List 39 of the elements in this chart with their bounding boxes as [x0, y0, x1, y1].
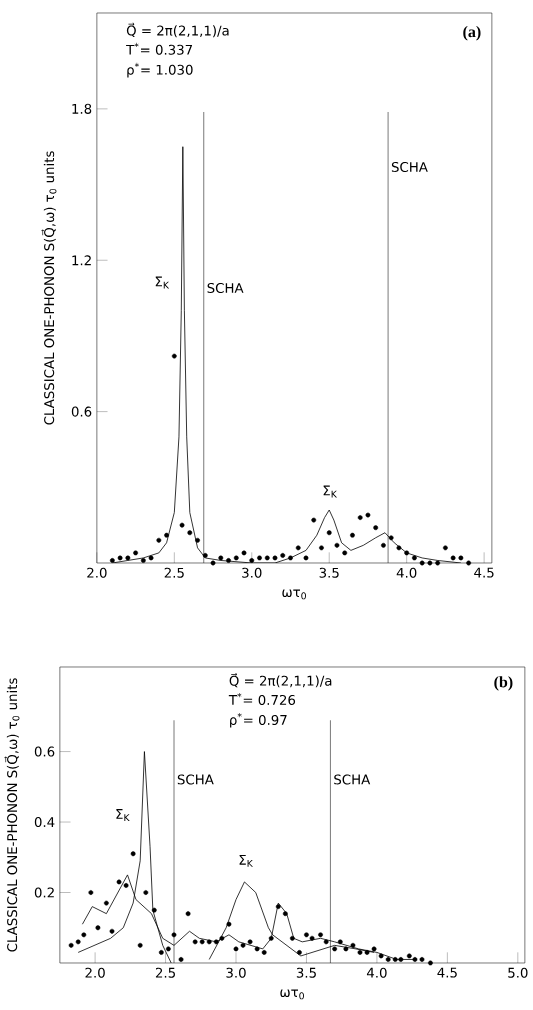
- annotation: ρ$^{*}$= 1.030: [127, 62, 193, 78]
- y-tick-label: 1.8: [72, 103, 92, 114]
- y-axis-title: CLASSICAL ONE-PHONON S(Q⃗,ω) τ$_{0}$ units: [4, 678, 20, 952]
- ref-line-label: SCHA: [391, 161, 428, 173]
- annotation: Σ$_{K}$: [155, 276, 170, 289]
- annotation: T$^{*}$= 0.337: [126, 42, 193, 55]
- x-tick-label: 2.0: [87, 567, 107, 578]
- text: (a): [463, 25, 481, 41]
- x-tick-label: 3.5: [319, 567, 339, 578]
- x-tick-label: 3.5: [296, 967, 316, 978]
- y-tick-label: 1.2: [72, 255, 91, 266]
- x-tick-label: 3.0: [226, 967, 246, 978]
- text: (b): [494, 676, 513, 691]
- ref-line-label: SCHA: [334, 774, 371, 785]
- ref-line-label: SCHA: [207, 282, 244, 294]
- ref-line-label: SCHA: [177, 774, 214, 785]
- annotation: Σ$_{K}$: [239, 854, 254, 867]
- x-tick-label: 4.0: [367, 967, 387, 978]
- annotation: Q⃗ = 2π(2,1,1)/a: [229, 673, 332, 688]
- y-tick-label: 0.2: [34, 887, 54, 898]
- x-tick-label: 5.0: [508, 967, 528, 978]
- x-tick-label: 2.0: [85, 967, 105, 978]
- annotation: Q⃗ = 2π(2,1,1)/a: [126, 22, 229, 38]
- x-axis-title: ωτ$_{0}$: [280, 989, 305, 1000]
- annotation: Σ$_{K}$: [116, 809, 130, 821]
- x-axis-title: ωτ$_{0}$: [282, 589, 307, 600]
- annotation: ρ$^{*}$= 0.97: [230, 713, 287, 728]
- x-tick-label: 4.5: [437, 967, 457, 978]
- y-tick-label: 0.4: [34, 816, 55, 828]
- y-axis-title: CLASSICAL ONE-PHONON S(Q⃗,ω) τ$_{0}$ units: [41, 151, 57, 425]
- y-tick-label: 0.6: [71, 406, 92, 417]
- x-tick-label: 4.0: [396, 567, 417, 578]
- annotation: T$^{*}$= 0.726: [228, 693, 296, 705]
- annotation: Σ$_{K}$: [323, 485, 338, 498]
- x-tick-label: 4.5: [474, 567, 494, 578]
- x-tick-label: 2.5: [164, 567, 184, 578]
- x-tick-label: 3.0: [242, 567, 262, 578]
- y-tick-label: 0.6: [34, 746, 55, 757]
- x-tick-label: 2.5: [155, 967, 176, 978]
